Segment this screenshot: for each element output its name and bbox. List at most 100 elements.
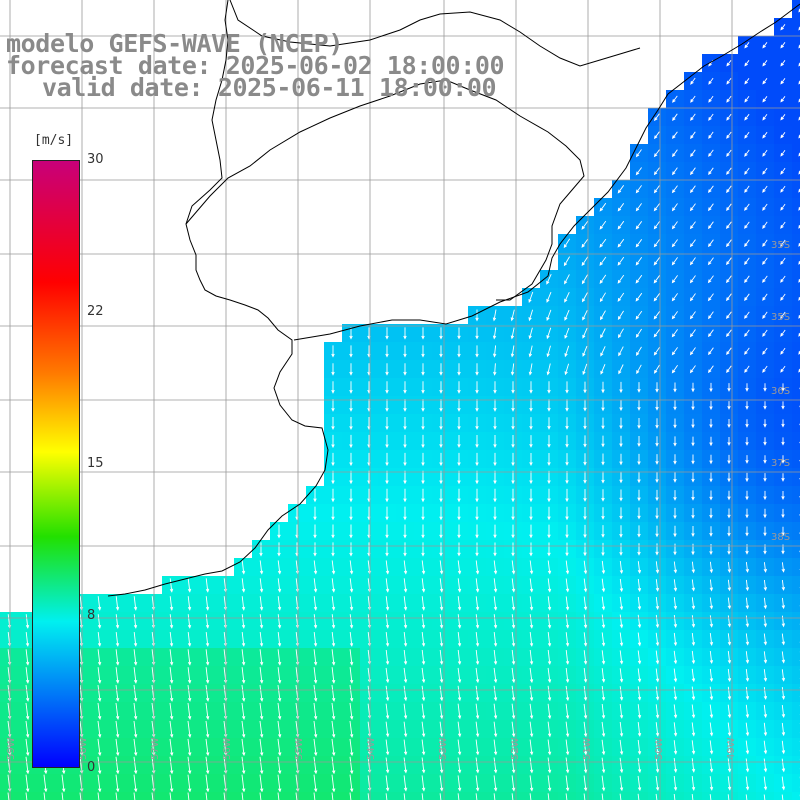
wind-arrow (671, 293, 678, 302)
wind-arrow (709, 382, 713, 393)
wind-arrow (331, 470, 335, 485)
wind-arrow (582, 328, 588, 339)
wind-arrow (618, 346, 624, 357)
wind-arrow (637, 382, 641, 393)
wind-arrow (691, 668, 696, 683)
wind-arrow (691, 561, 696, 574)
wind-arrow (151, 792, 154, 800)
wind-arrow (349, 720, 354, 739)
wind-arrow (601, 489, 605, 502)
wind-arrow (241, 792, 244, 800)
wind-arrow (655, 757, 660, 774)
wind-arrow (7, 792, 10, 800)
wind-arrow (707, 347, 714, 356)
speed-cell (792, 396, 800, 415)
wind-arrow (565, 542, 569, 557)
wind-arrow (205, 702, 210, 721)
wind-arrow (385, 470, 389, 485)
wind-arrow (744, 185, 750, 193)
wind-arrow (601, 668, 606, 683)
wind-arrow (673, 507, 677, 520)
wind-arrow (709, 740, 714, 755)
speed-cell (54, 792, 73, 800)
wind-arrow (581, 292, 588, 303)
wind-arrow (582, 310, 588, 321)
wind-arrow (725, 275, 732, 284)
wind-arrow (637, 739, 642, 756)
wind-arrow (780, 347, 786, 355)
wind-arrow (547, 667, 552, 684)
wind-arrow (331, 542, 335, 557)
wind-arrow (25, 632, 30, 647)
wind-arrow (169, 649, 174, 666)
wind-arrow (671, 311, 678, 320)
wind-arrow (547, 596, 552, 611)
speed-cell (108, 792, 127, 800)
wind-arrow (781, 562, 785, 573)
colorbar-tick-0: 0 (87, 760, 96, 775)
wind-arrow (690, 113, 696, 121)
wind-arrow (547, 632, 552, 647)
wind-arrow (97, 738, 102, 757)
wind-arrow (780, 96, 786, 103)
wind-arrow (546, 345, 551, 358)
wind-arrow (725, 239, 732, 248)
wind-arrow (403, 363, 407, 376)
speed-cell (36, 792, 55, 800)
wind-arrow (277, 542, 281, 557)
wind-arrow (421, 452, 425, 467)
wind-arrow (780, 257, 786, 265)
wind-arrow (475, 775, 480, 792)
wind-arrow (259, 702, 264, 721)
wind-arrow (781, 615, 786, 628)
wind-arrow (635, 185, 642, 194)
wind-arrow (726, 167, 732, 175)
wind-arrow (475, 703, 480, 720)
wind-arrow (744, 60, 750, 67)
wind-arrow (762, 113, 768, 121)
wind-arrow (708, 149, 714, 157)
wind-arrow (725, 293, 732, 302)
wind-arrow (745, 508, 749, 519)
speed-cell (792, 522, 800, 541)
wind-arrow (673, 490, 677, 501)
wind-arrow (691, 418, 695, 429)
wind-arrow (259, 560, 264, 575)
speed-cell (792, 792, 800, 800)
wind-arrow (187, 685, 192, 702)
wind-arrow (583, 775, 588, 792)
wind-arrow (763, 794, 766, 800)
wind-arrow (547, 578, 552, 593)
wind-arrow (763, 615, 768, 628)
wind-arrow (313, 792, 316, 800)
wind-arrow (763, 633, 768, 646)
wind-arrow (707, 293, 714, 302)
wind-arrow (709, 418, 713, 429)
wind-arrow (709, 615, 714, 628)
wind-arrow (655, 722, 660, 737)
wind-arrow (655, 561, 660, 574)
wind-arrow (781, 758, 786, 773)
speed-cell (792, 198, 800, 217)
wind-arrow (780, 24, 786, 31)
wind-arrow (708, 77, 714, 85)
forecast-date: forecast date: 2025-06-02 18:00:00 (6, 51, 505, 80)
wind-arrow (133, 738, 138, 757)
lon-label: 58W (78, 737, 89, 760)
wind-arrow (617, 328, 624, 339)
wind-arrow (547, 685, 552, 702)
wind-arrow (618, 364, 624, 375)
wind-arrow (564, 345, 570, 358)
wind-arrow (781, 491, 785, 501)
wind-arrow (709, 579, 714, 592)
speed-cell (792, 504, 800, 523)
wind-arrow (493, 524, 497, 539)
wind-arrow (547, 614, 552, 629)
wind-arrow (565, 381, 569, 394)
wind-arrow (689, 347, 696, 356)
wind-arrow (421, 703, 426, 720)
wind-arrow (635, 149, 642, 158)
wind-arrow (709, 794, 712, 800)
wind-arrow (763, 383, 767, 392)
